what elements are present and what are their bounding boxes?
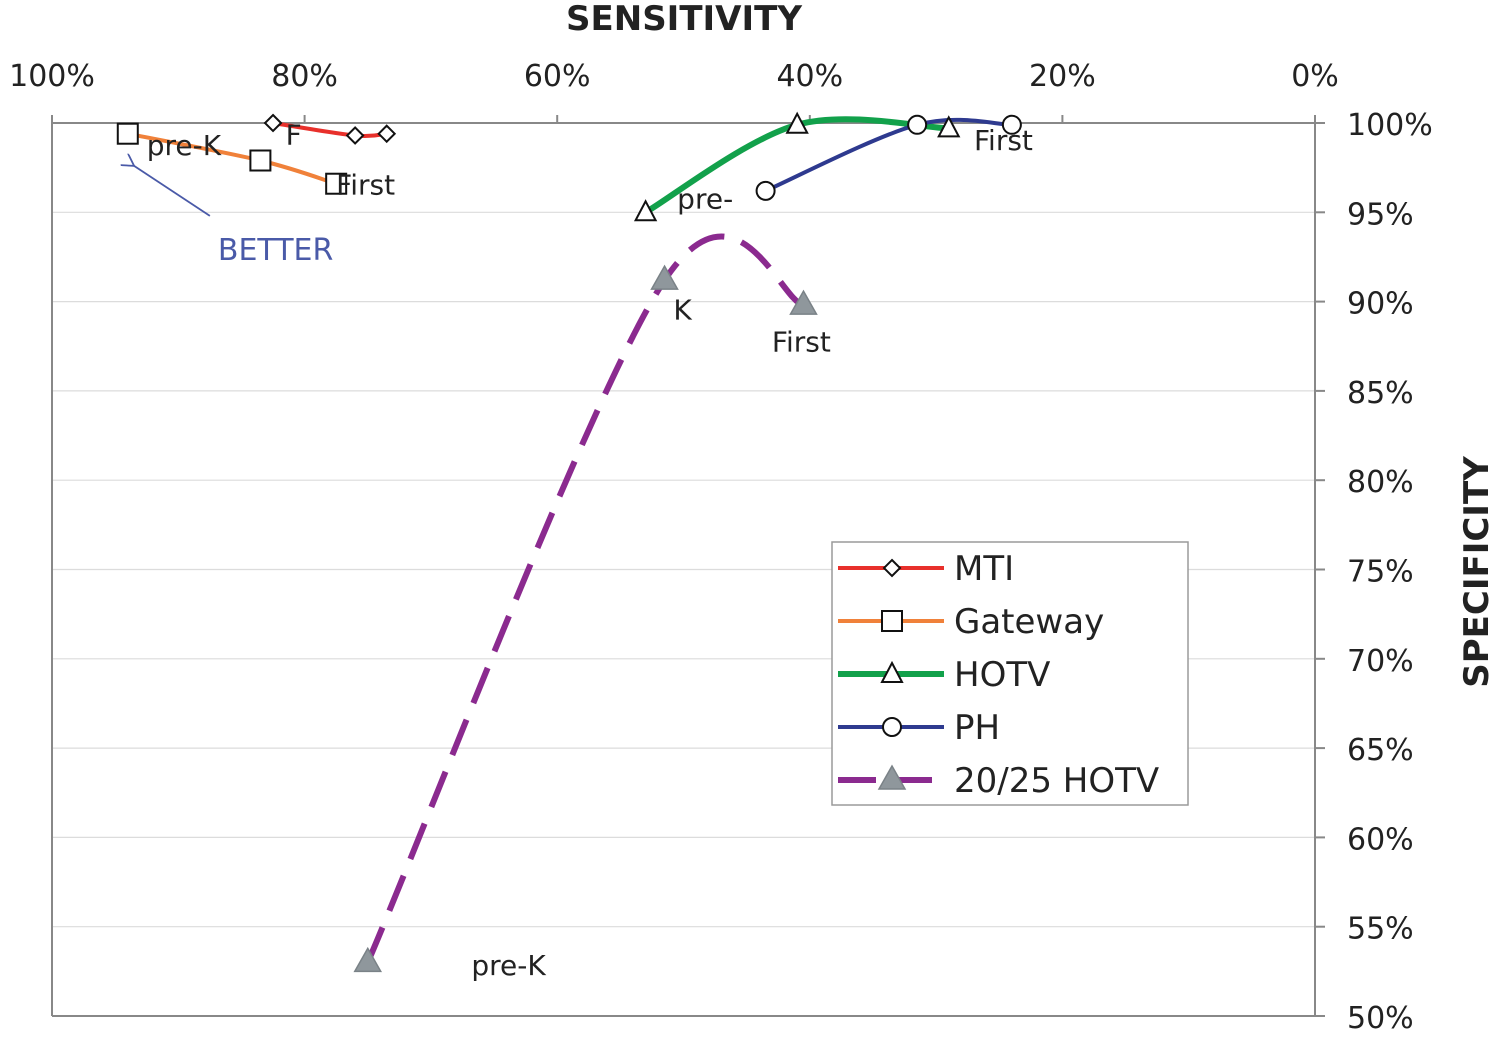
legend-swatch-marker: [880, 660, 904, 683]
x-tick-label: 0%: [1291, 59, 1339, 94]
data-point: [937, 115, 961, 138]
y-tick-label: 55%: [1347, 912, 1414, 947]
point-annotation: K: [673, 293, 692, 326]
legend-swatch-marker: [881, 610, 903, 632]
data-point: [249, 149, 272, 172]
x-tick-labels: 100% 80% 60% 40% 20% 0%: [9, 59, 1339, 94]
better-callout: BETTER: [134, 166, 333, 268]
x-tick-label: 40%: [776, 59, 843, 94]
data-point: [116, 122, 139, 145]
legend-swatch-marker: [882, 717, 902, 737]
x-tick-label: 80%: [271, 59, 338, 94]
point-annotation: pre-K: [471, 949, 546, 982]
y-tick-label: 100%: [1347, 108, 1433, 143]
y-tick-label: 50%: [1347, 1001, 1414, 1036]
data-point: [345, 126, 365, 145]
y-tick-labels: 50% 55% 60% 65% 70% 75% 80% 85% 90% 95% 100%: [1347, 108, 1433, 1036]
y-tick-label: 60%: [1347, 822, 1414, 857]
legend-label: 20/25 HOTV: [954, 761, 1159, 801]
data-point: [755, 180, 776, 201]
x-axis-title: SENSITIVITY: [566, 0, 802, 39]
legend-label: PH: [954, 708, 1000, 748]
legend-label: Gateway: [954, 602, 1104, 642]
y-tick-label: 65%: [1347, 733, 1414, 768]
data-point: [263, 113, 283, 133]
data-point: [353, 946, 383, 973]
data-point: [1001, 114, 1022, 135]
data-point: [377, 124, 397, 144]
better-label: BETTER: [218, 233, 333, 268]
data-point: [633, 199, 658, 222]
data-point: [325, 172, 348, 195]
x-tick-label: 100%: [9, 59, 95, 94]
data-point: [789, 289, 818, 315]
x-tick-label: 20%: [1029, 59, 1096, 94]
point-annotation: First: [974, 124, 1033, 157]
point-annotation: pre-: [677, 183, 733, 216]
point-annotation: F: [286, 118, 302, 151]
y-tick-label: 75%: [1347, 555, 1414, 590]
point-annotation: pre-K: [147, 129, 222, 162]
axes: [51, 122, 1316, 1017]
y-tick-label: 70%: [1347, 644, 1414, 679]
x-tick-label: 60%: [524, 59, 591, 94]
legend-label: MTI: [954, 549, 1014, 589]
legend-swatch-marker: [877, 764, 907, 790]
data-point: [785, 111, 809, 134]
legend-swatch-marker: [882, 558, 902, 578]
point-annotation: First: [336, 168, 395, 201]
y-tick-label: 85%: [1347, 376, 1414, 411]
point-annotation: First: [772, 326, 831, 359]
data-markers: [116, 111, 1022, 973]
data-point: [650, 264, 679, 290]
y-tick-label: 95%: [1347, 197, 1414, 232]
y-tick-label: 90%: [1347, 287, 1414, 322]
data-point: [907, 114, 928, 135]
series-line-4: [364, 233, 805, 964]
better-arrow: [134, 166, 211, 217]
legend: MTI Gateway HOTV PH 20/25 HOTV: [831, 541, 1189, 806]
y-tick-label: 80%: [1347, 465, 1414, 500]
y-axis-title: SPECIFICITY: [1457, 456, 1497, 688]
legend-label: HOTV: [954, 655, 1050, 695]
